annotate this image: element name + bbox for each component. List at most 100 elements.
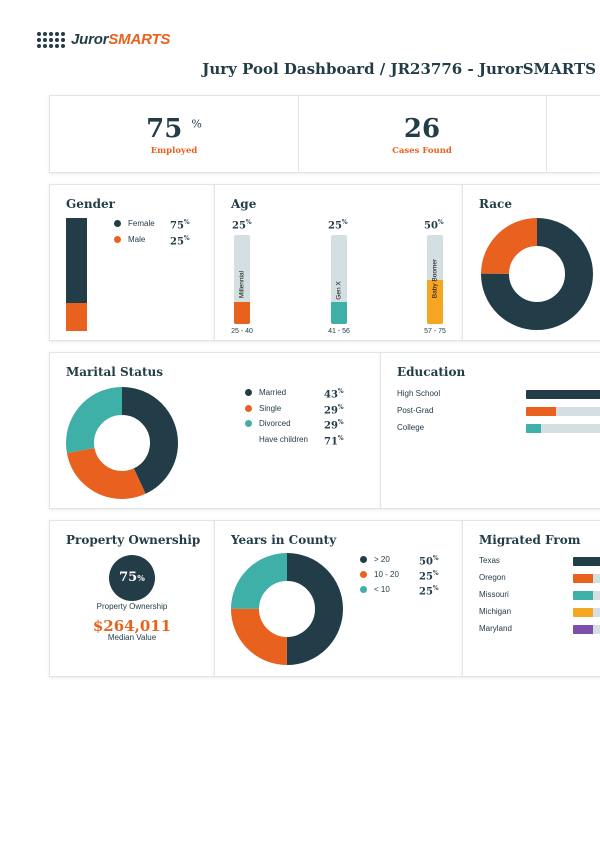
property-ownership-badge: 75% xyxy=(109,555,155,601)
education-label: Post-Grad xyxy=(397,406,434,415)
migrated-bar-missouri xyxy=(573,591,600,600)
legend-married: Married xyxy=(245,388,286,397)
kpi-employed: 75 % Employed xyxy=(50,96,299,172)
education-label: High School xyxy=(397,389,441,398)
bar-fill xyxy=(573,557,600,566)
kpi-label: Cases Found xyxy=(392,146,452,156)
brand-logo[interactable]: JurorSMARTS xyxy=(37,31,170,48)
card-title: Gender xyxy=(66,197,115,211)
legend-male: Male xyxy=(114,235,145,244)
legend-over-20: > 20 xyxy=(360,555,390,564)
bar-fill xyxy=(573,625,593,634)
card-title: Years in County xyxy=(231,533,337,547)
race-donut-chart xyxy=(481,218,593,330)
female-segment xyxy=(66,218,87,303)
card-title: Marital Status xyxy=(66,365,164,379)
brand-name: JurorSMARTS xyxy=(71,31,171,48)
migrated-label: Michigan xyxy=(479,607,512,616)
migrated-label: Missouri xyxy=(479,590,509,599)
migrated-label: Maryland xyxy=(479,624,512,633)
legend-dot xyxy=(245,389,252,396)
divorced-segment xyxy=(66,387,178,499)
kpi-card-row: 75 % Employed 26 Cases Found xyxy=(49,95,600,173)
marital-donut-chart xyxy=(66,387,178,499)
10-20-percent: 25% xyxy=(419,570,439,583)
age-range: 57 - 75 xyxy=(424,328,446,335)
female-percent: 75% xyxy=(170,219,190,232)
education-label: College xyxy=(397,423,425,432)
legend-dot xyxy=(245,405,252,412)
male-percent: 25% xyxy=(170,235,190,248)
bar-fill xyxy=(526,407,557,416)
card-title: Race xyxy=(479,197,512,211)
education-bar-post-grad xyxy=(526,407,600,416)
education-card: Education High School Post-Grad College xyxy=(380,352,600,509)
bar-fill xyxy=(526,424,542,433)
legend-dot xyxy=(360,556,367,563)
logo-dots-icon xyxy=(37,31,65,48)
bar-fill xyxy=(573,608,593,617)
age-fill xyxy=(331,301,347,324)
bar-fill xyxy=(526,390,600,399)
kpi-cases-found: 26 Cases Found xyxy=(298,96,547,172)
under-10-percent: 25% xyxy=(419,585,439,598)
age-group-name: Millennial xyxy=(238,270,246,299)
legend-dot xyxy=(114,220,121,227)
migrated-bar-maryland xyxy=(573,625,600,634)
legend-divorced: Divorced xyxy=(245,419,291,428)
10-20-segment xyxy=(231,553,343,665)
race-card: Race xyxy=(462,184,600,341)
card-title: Migrated From xyxy=(479,533,581,547)
card-title: Age xyxy=(231,197,257,211)
legend-female: Female xyxy=(114,219,155,228)
legend-10-20: 10 - 20 xyxy=(360,570,399,579)
age-range: 41 - 56 xyxy=(328,328,350,335)
legend-single: Single xyxy=(245,404,281,413)
migrated-label: Oregon xyxy=(479,573,506,582)
age-percent-millennial: 25% xyxy=(232,219,252,232)
legend-under-10: < 10 xyxy=(360,585,390,594)
age-group-name: Baby Boomer xyxy=(431,258,439,299)
education-bar-high-school xyxy=(526,390,600,399)
age-range: 25 - 40 xyxy=(231,328,253,335)
age-bar-genx: Gen X xyxy=(331,235,347,324)
kpi-value: 75 % xyxy=(146,114,202,144)
under-10-segment xyxy=(231,553,343,665)
legend-dot xyxy=(360,586,367,593)
legend-have-children: Have children xyxy=(259,435,308,444)
age-fill xyxy=(234,301,250,324)
age-percent-boomer: 50% xyxy=(424,219,444,232)
male-segment xyxy=(66,302,87,331)
page-title: Jury Pool Dashboard / JR23776 - JurorSMA… xyxy=(202,60,596,78)
gender-stack-bar xyxy=(66,218,87,331)
age-bar-boomer: Baby Boomer xyxy=(427,235,443,324)
migrated-label: Texas xyxy=(479,556,500,565)
legend-dot xyxy=(245,420,252,427)
gender-card: Gender Female 75% Male 25% xyxy=(49,184,215,341)
migrated-bar-oregon xyxy=(573,574,600,583)
property-ownership-label: Property Ownership xyxy=(96,602,168,611)
divorced-percent: 29% xyxy=(324,419,344,432)
legend-dot xyxy=(114,236,121,243)
median-value: $264,011 xyxy=(92,617,172,635)
card-title: Education xyxy=(397,365,466,379)
legend-dot xyxy=(360,571,367,578)
age-card: Age 25% Millennial 25 - 40 25% Gen X 41 … xyxy=(214,184,463,341)
property-card: Property Ownership 75% Property Ownershi… xyxy=(49,520,215,677)
bar-fill xyxy=(573,574,593,583)
education-bar-college xyxy=(526,424,600,433)
card-title: Property Ownership xyxy=(66,533,201,547)
marital-card: Marital Status Married 43% Single 29% Di… xyxy=(49,352,381,509)
median-value-label: Median Value xyxy=(107,633,157,642)
race-segment-2 xyxy=(481,218,593,330)
single-segment xyxy=(66,387,178,499)
single-percent: 29% xyxy=(324,404,344,417)
have-children-percent: 71% xyxy=(324,435,344,448)
migrated-bar-texas xyxy=(573,557,600,566)
kpi-value: 26 xyxy=(403,114,441,144)
married-percent: 43% xyxy=(324,388,344,401)
years-donut-chart xyxy=(231,553,343,665)
age-bar-millennial: Millennial xyxy=(234,235,250,324)
years-card: Years in County > 20 50% 10 - 20 25% < 1… xyxy=(214,520,463,677)
over-20-percent: 50% xyxy=(419,555,439,568)
